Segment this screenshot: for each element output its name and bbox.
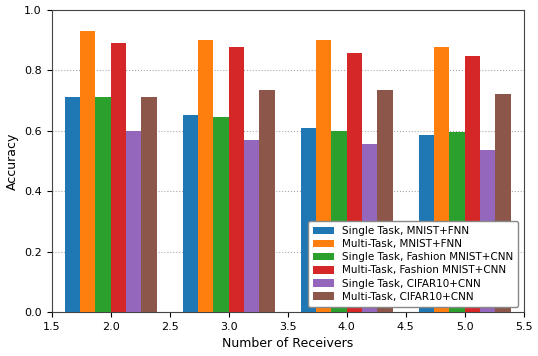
Bar [244, 140, 259, 312]
Bar [259, 90, 274, 312]
Bar [213, 117, 229, 312]
Bar [301, 127, 316, 312]
Bar [141, 97, 157, 312]
Bar [480, 150, 495, 312]
Bar [111, 43, 126, 312]
Bar [434, 47, 449, 312]
Bar [65, 97, 80, 312]
Bar [331, 131, 346, 312]
X-axis label: Number of Receivers: Number of Receivers [222, 337, 353, 350]
Bar [229, 47, 244, 312]
Bar [95, 97, 111, 312]
Bar [495, 94, 511, 312]
Bar [80, 31, 95, 312]
Bar [362, 144, 377, 312]
Bar [419, 135, 434, 312]
Legend: Single Task, MNIST+FNN, Multi-Task, MNIST+FNN, Single Task, Fashion MNIST+CNN, M: Single Task, MNIST+FNN, Multi-Task, MNIS… [308, 221, 519, 307]
Bar [377, 90, 393, 312]
Bar [198, 40, 213, 312]
Bar [346, 53, 362, 312]
Bar [465, 57, 480, 312]
Y-axis label: Accuracy: Accuracy [5, 132, 18, 189]
Bar [182, 115, 198, 312]
Bar [126, 131, 141, 312]
Bar [316, 40, 331, 312]
Bar [449, 132, 465, 312]
